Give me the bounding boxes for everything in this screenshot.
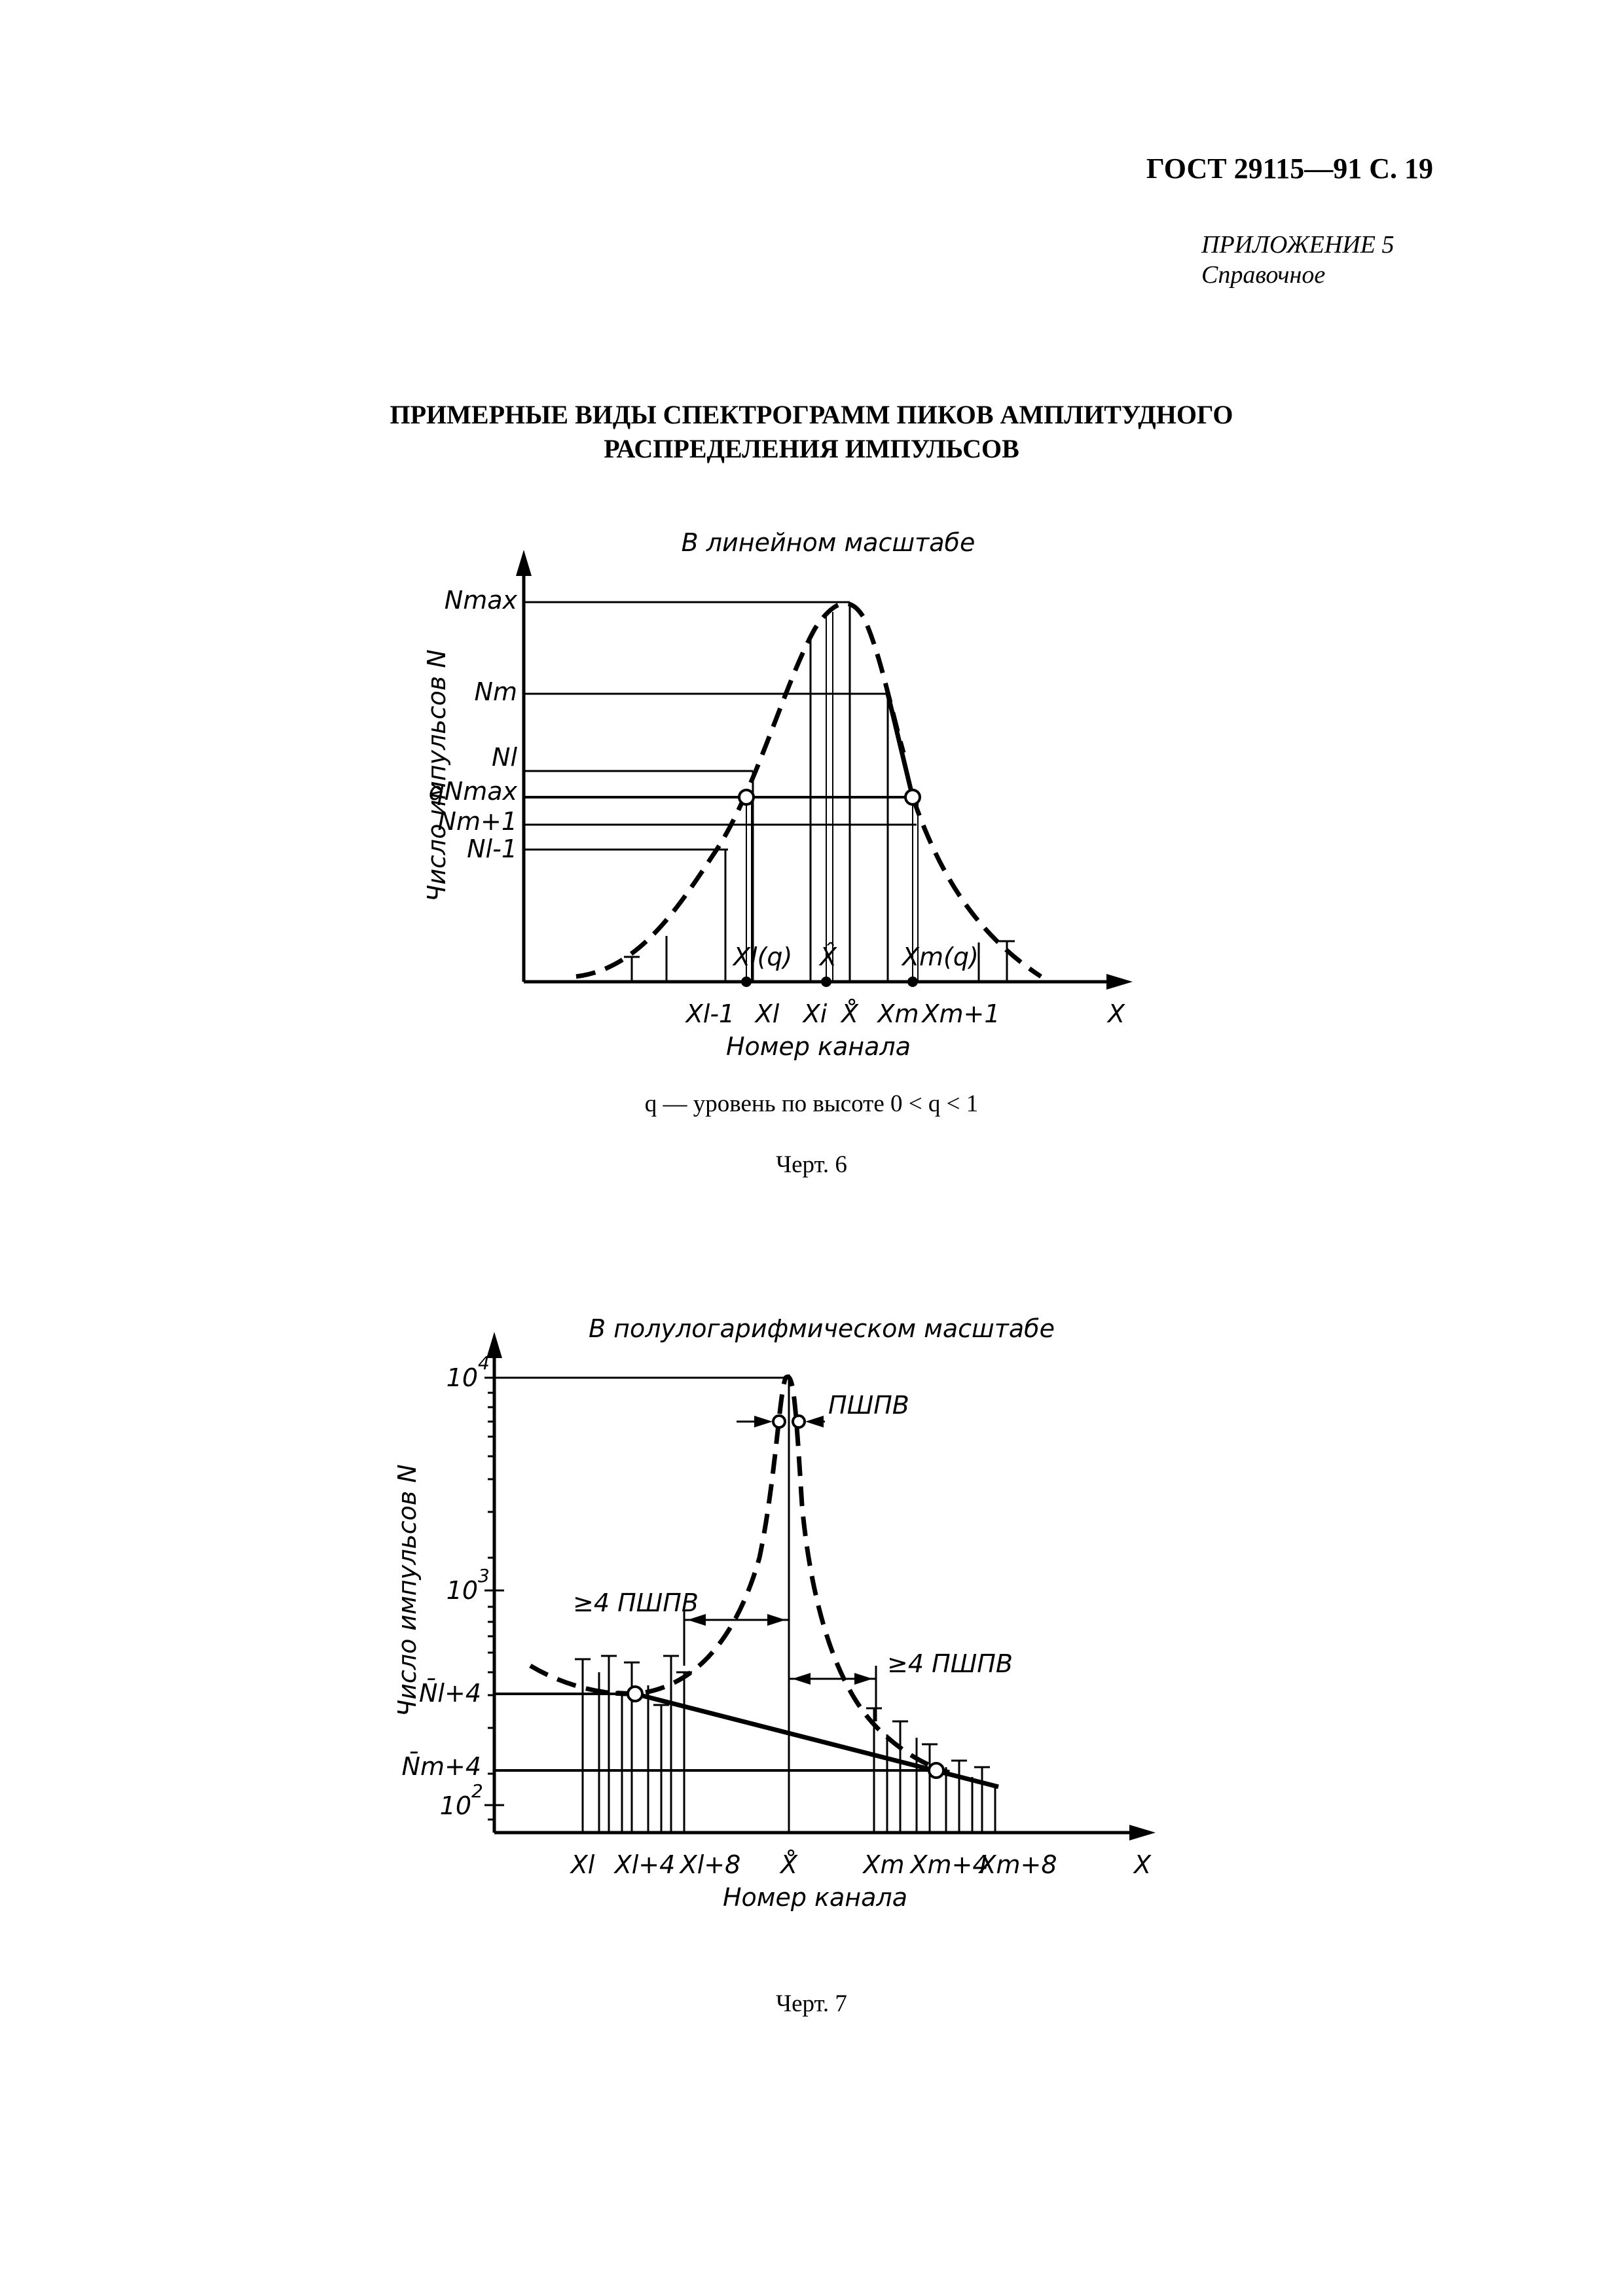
document-reference: ГОСТ 29115—91 С. 19: [1146, 152, 1433, 185]
fig7-point-fwhm-right: [792, 1414, 806, 1429]
fig6-x-label-xm1: Xm+1: [921, 999, 1000, 1028]
fig7-bars-right: [866, 1707, 996, 1833]
fig6-y-label-nl: Nl: [492, 743, 517, 772]
fig6-x-arrow: [1106, 974, 1133, 990]
appendix-label: ПРИЛОЖЕНИЕ 5: [1201, 231, 1395, 259]
fig7-fwhm-left-arrow: [754, 1416, 773, 1427]
fig6-caption: Черт. 6: [776, 1151, 847, 1178]
fig6-y-label-nm1: Nm+1: [438, 807, 517, 836]
fig7-bars-left: [575, 1655, 692, 1833]
appendix-kind: Справочное: [1201, 260, 1326, 289]
fig6-peak-curve-tail: [910, 796, 1042, 978]
fig7-y-label-e3-exp: 3: [478, 1565, 490, 1587]
fig7-x-label-xl: Xl: [570, 1850, 595, 1879]
fig7-y-arrow: [486, 1332, 502, 1358]
fig7-right-span-arrow: [792, 1673, 811, 1685]
fig6-x-label-xcirc: X̊: [840, 998, 859, 1028]
fig7-point-nm4: [928, 1762, 945, 1779]
fig7-y-label-nm4: N̄m+4: [402, 1752, 481, 1781]
figure-7-semilog-spectrogram: В полулогарифмическом масштабе 10 4 10 3…: [393, 1314, 1156, 1912]
fig6-inner-label-xmq: Xm(q): [901, 942, 979, 971]
fig6-dot-xlq: [741, 977, 752, 987]
fig7-y-label-e3: 10: [447, 1576, 478, 1605]
fig6-error-bar-left: [624, 956, 640, 982]
fig6-x-label-xl: Xl: [754, 999, 780, 1028]
fig6-x-label-xi: Xi: [802, 999, 828, 1028]
fig7-caption: Черт. 7: [776, 1990, 847, 2017]
fig6-peak-curve-solid: [885, 693, 915, 798]
fig7-fwhm-right-arrow: [805, 1416, 824, 1427]
fig7-peak-curve: [529, 1374, 950, 1775]
fig7-x-label-xl8: Xl+8: [679, 1850, 741, 1879]
title-line-1: ПРИМЕРНЫЕ ВИДЫ СПЕКТРОГРАММ ПИКОВ АМПЛИТ…: [390, 400, 1233, 429]
fig6-point-qm: [904, 789, 921, 806]
fig7-left-span-arrow: [687, 1614, 706, 1626]
fig7-point-nl4: [627, 1685, 644, 1702]
fig7-point-fwhm-left: [772, 1414, 786, 1429]
fig6-x-label-xl1: Xl-1: [685, 999, 735, 1028]
fig6-dot-xmq: [907, 977, 918, 987]
fig7-x-label-xcirc: X̊: [779, 1849, 798, 1879]
fig7-left-span-arrow-2: [767, 1614, 786, 1626]
fig7-annotation-fwhm: ПШПВ: [828, 1391, 909, 1420]
fig7-axis-x-label: X: [1133, 1850, 1152, 1879]
fig6-dot-xhat: [821, 977, 831, 987]
fig6-title: В линейном масштабе: [682, 528, 976, 557]
page-title: ПРИМЕРНЫЕ ВИДЫ СПЕКТРОГРАММ ПИКОВ АМПЛИТ…: [0, 398, 1623, 466]
fig7-x-arrow: [1129, 1825, 1156, 1840]
fig7-y-label-e2: 10: [440, 1791, 471, 1820]
fig6-y-label-nmax: Nmax: [445, 586, 518, 615]
fig7-right-span-arrow-2: [854, 1673, 873, 1685]
appendix-block: ПРИЛОЖЕНИЕ 5 Справочное: [1201, 230, 1394, 290]
fig7-y-label-e2-exp: 2: [471, 1780, 483, 1802]
fig7-y-axis-title: Число импульсов N: [393, 1464, 422, 1717]
fig7-annotation-right-4fwhm: ≥4 ПШПВ: [887, 1649, 1013, 1678]
fig6-y-axis-title: Число импульсов N: [422, 649, 451, 902]
fig6-y-label-qnmax: qNmax: [429, 777, 518, 806]
figure-6-linear-spectrogram: В линейном масштабе Nmax Nm Nl qNmax Nm+…: [422, 528, 1133, 1061]
fig6-axis-x-label: X: [1106, 999, 1125, 1028]
fig6-point-ql: [738, 789, 755, 806]
fig6-y-label-nm: Nm: [475, 677, 517, 706]
fig7-x-label-xm: Xm: [862, 1850, 904, 1879]
title-line-2: РАСПРЕДЕЛЕНИЯ ИМПУЛЬСОВ: [604, 434, 1019, 463]
fig7-annotation-left-4fwhm: ≥4 ПШПВ: [573, 1588, 699, 1617]
fig7-y-label-nl4: N̄l+4: [419, 1679, 481, 1708]
fig6-note: q — уровень по высоте 0 < q < 1: [644, 1090, 979, 1117]
fig6-x-axis-title: Номер канала: [726, 1032, 911, 1061]
fig6-error-bar-right: [999, 940, 1015, 982]
fig6-x-label-xm: Xm: [876, 999, 919, 1028]
fig6-y-arrow: [516, 550, 532, 576]
fig7-x-label-xl4: Xl+4: [613, 1850, 676, 1879]
fig7-x-label-xm8: Xm+8: [977, 1850, 1057, 1879]
fig7-x-axis-title: Номер канала: [723, 1883, 907, 1912]
fig6-inner-label-xhat: X̂: [818, 942, 837, 971]
fig6-inner-label-xlq: Xl(q): [732, 942, 792, 971]
fig7-x-label-xm4: Xm+4: [909, 1850, 988, 1879]
fig7-y-label-e4-exp: 4: [478, 1352, 490, 1374]
fig7-title: В полулогарифмическом масштабе: [589, 1314, 1055, 1343]
fig7-y-label-e4: 10: [447, 1363, 478, 1392]
fig6-y-label-nl1: Nl-1: [467, 834, 517, 863]
fig6-peak-curve: [575, 601, 906, 979]
